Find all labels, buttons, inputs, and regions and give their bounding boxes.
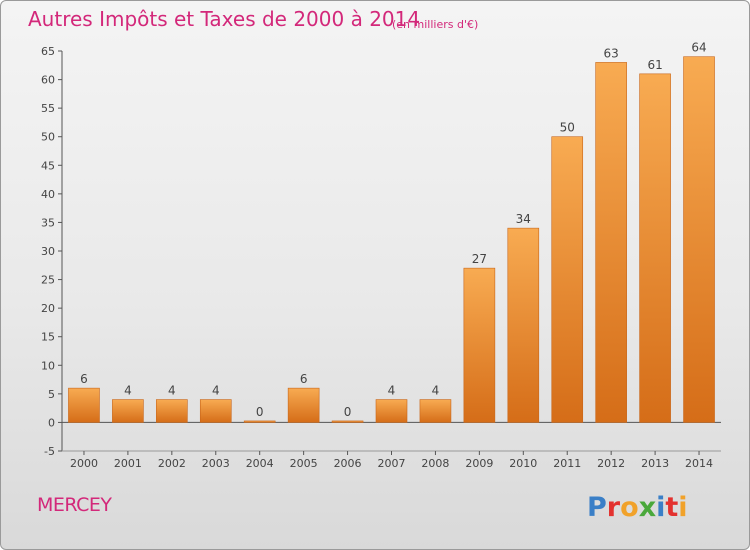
chart-title: Autres Impôts et Taxes de 2000 à 2014 [28,7,421,31]
commune-name: MERCEY [37,494,112,516]
bar [683,56,715,423]
bar [331,420,364,423]
proxiti-logo[interactable]: Proxiti [585,489,695,525]
bar-value-label: 4 [212,384,220,398]
bar-value-label: 4 [168,384,176,398]
y-tick-label: 50 [41,131,55,144]
y-tick-label: 55 [41,102,55,115]
bar [419,399,452,423]
bar-value-label: 50 [560,121,575,135]
svg-text:Proxiti: Proxiti [587,492,688,523]
x-tick-label: 2012 [597,457,625,470]
bar-value-label: 64 [691,41,706,55]
x-tick-label: 2013 [641,457,669,470]
bar [243,420,276,423]
x-tick-label: 2005 [290,457,318,470]
x-tick-label: 2011 [553,457,581,470]
y-tick-label: 15 [41,331,55,344]
bar [551,136,584,423]
bar-value-label: 6 [80,372,88,386]
bars [68,56,715,423]
bar [68,387,100,423]
x-tick-label: 2002 [158,457,186,470]
bar-value-label: 61 [647,58,662,72]
x-tick-label: 2009 [465,457,493,470]
x-tick-label: 2007 [378,457,406,470]
y-tick-label: 0 [48,416,55,429]
x-tick-label: 2003 [202,457,230,470]
bar-value-label: 27 [472,252,487,266]
bar [463,267,496,423]
y-tick-label: 45 [41,159,55,172]
y-tick-label: 25 [41,274,55,287]
bar [199,399,232,423]
x-tick-label: 2006 [334,457,362,470]
x-tick-label: 2010 [509,457,537,470]
x-tick-label: 2014 [685,457,713,470]
y-tick-label: 20 [41,302,55,315]
y-tick-label: 5 [48,388,55,401]
y-tick-label: 10 [41,359,55,372]
bar [112,399,144,423]
y-tick-label: 60 [41,74,55,87]
x-tick-label: 2001 [114,457,142,470]
y-tick-label: 65 [41,45,55,58]
chart-subtitle: (en milliers d'€) [392,18,479,31]
bar-value-label: 6 [300,372,308,386]
x-tick-label: 2000 [70,457,98,470]
y-tick-label: 30 [41,245,55,258]
bar-value-label: 4 [388,384,396,398]
bar-value-label: 0 [256,405,264,419]
bar [639,73,671,423]
bar [156,399,188,423]
bar [507,227,540,423]
bar [287,387,320,423]
x-tick-label: 2008 [421,457,449,470]
bar-value-label: 4 [432,384,440,398]
bar-value-label: 63 [604,46,619,60]
y-tick-label: -5 [44,445,55,458]
bar-value-label: 0 [344,405,352,419]
y-tick-label: 35 [41,216,55,229]
y-tick-label: 40 [41,188,55,201]
bar [595,62,627,423]
x-tick-label: 2004 [246,457,274,470]
bar-value-label: 34 [516,212,531,226]
bar [375,399,408,423]
bar-value-label: 4 [124,384,132,398]
